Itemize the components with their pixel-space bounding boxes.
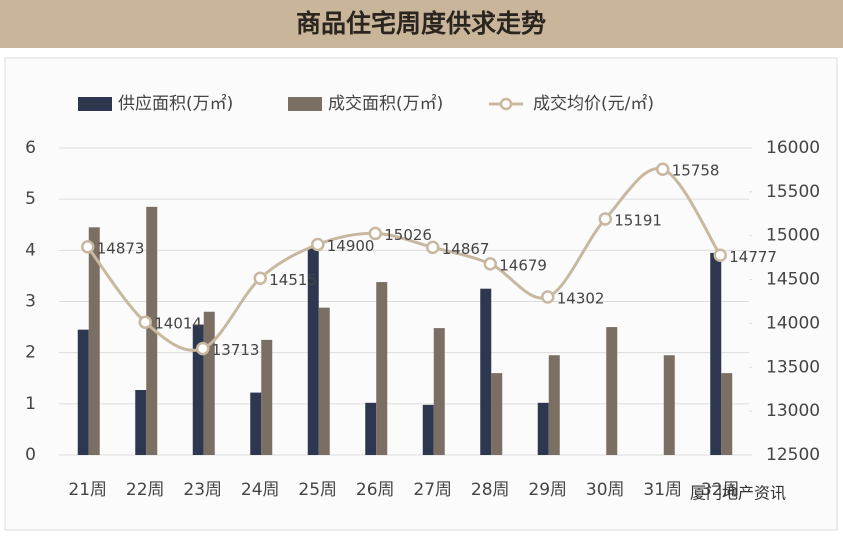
data-label: 15026 (384, 226, 432, 244)
price-marker (656, 162, 670, 176)
data-label: 14679 (499, 256, 547, 274)
price-marker (253, 271, 267, 286)
y-tick-label: 2 (25, 343, 36, 363)
legend-swatch (78, 97, 112, 111)
x-tick-label: 31周 (643, 480, 682, 500)
x-tick-label: 23周 (183, 480, 222, 500)
bar (135, 390, 147, 455)
y2-tick-label: 12500 (766, 445, 820, 465)
bar (307, 247, 319, 455)
y-tick-label: 1 (25, 394, 36, 414)
bar (422, 404, 434, 455)
bar (318, 307, 330, 455)
price-marker (598, 212, 612, 226)
x-tick-label: 21周 (68, 480, 107, 500)
bar (77, 329, 89, 455)
data-label: 14777 (729, 248, 777, 266)
bar (606, 327, 618, 455)
y2-tick-label: 15000 (766, 226, 820, 246)
data-label: 13713 (212, 341, 260, 359)
data-label: 14900 (327, 237, 375, 255)
bar (433, 328, 445, 455)
y-tick-label: 5 (25, 189, 36, 209)
y-tick-label: 0 (25, 445, 36, 465)
x-tick-label: 28周 (471, 480, 510, 500)
bar (710, 252, 722, 455)
bar (548, 355, 560, 455)
legend-label: 成交面积(万㎡) (328, 94, 443, 114)
bar (192, 324, 204, 455)
x-tick-label: 22周 (126, 480, 165, 500)
price-marker (311, 237, 325, 252)
data-label: 15758 (672, 162, 720, 180)
x-tick-label: 25周 (298, 480, 337, 500)
y-tick-label: 4 (25, 240, 36, 260)
bar (376, 282, 388, 455)
y2-tick-label: 14500 (766, 270, 820, 290)
data-label: 14302 (557, 289, 605, 307)
bar (261, 339, 273, 455)
x-tick-label: 30周 (586, 480, 625, 500)
bar (146, 206, 158, 455)
y2-tick-label: 13500 (766, 357, 820, 377)
price-marker (541, 290, 555, 304)
y2-tick-label: 13000 (766, 401, 820, 421)
y2-tick-label: 14000 (766, 313, 820, 333)
x-tick-label: 29周 (528, 480, 567, 500)
data-label: 14867 (442, 240, 490, 258)
y-tick-label: 3 (25, 292, 36, 312)
x-tick-label: 27周 (413, 480, 452, 500)
data-label: 15191 (614, 211, 662, 229)
price-marker (426, 240, 440, 255)
legend-swatch (288, 97, 322, 111)
bar (250, 392, 262, 455)
data-label: 14873 (97, 239, 145, 257)
bar (480, 288, 492, 455)
price-marker (713, 248, 727, 263)
price-marker (196, 341, 210, 356)
bar (491, 373, 503, 455)
x-tick-label: 26周 (356, 480, 395, 500)
header-band (0, 0, 843, 48)
bar (663, 355, 675, 455)
x-tick-label: 32周 (701, 480, 740, 500)
y2-tick-label: 16000 (766, 138, 820, 158)
data-label: 14515 (269, 271, 317, 289)
x-tick-label: 24周 (241, 480, 280, 500)
bar (203, 311, 215, 455)
price-marker (483, 257, 497, 271)
data-label: 14014 (154, 315, 202, 333)
legend-marker (499, 97, 513, 111)
price-line (86, 167, 722, 352)
price-marker (368, 226, 382, 241)
legend-label: 成交均价(元/㎡) (533, 94, 654, 114)
bar (721, 373, 733, 455)
page-title: 商品住宅周度供求走势 (296, 9, 546, 38)
bar (537, 402, 549, 455)
bar (88, 227, 100, 455)
watermark: 厦门地产资讯 (690, 484, 786, 503)
bar (365, 402, 377, 455)
y-tick-label: 6 (25, 138, 36, 158)
legend-label: 供应面积(万㎡) (118, 94, 233, 114)
price-marker (138, 315, 152, 329)
y2-tick-label: 15500 (766, 182, 820, 202)
price-marker (81, 240, 95, 254)
